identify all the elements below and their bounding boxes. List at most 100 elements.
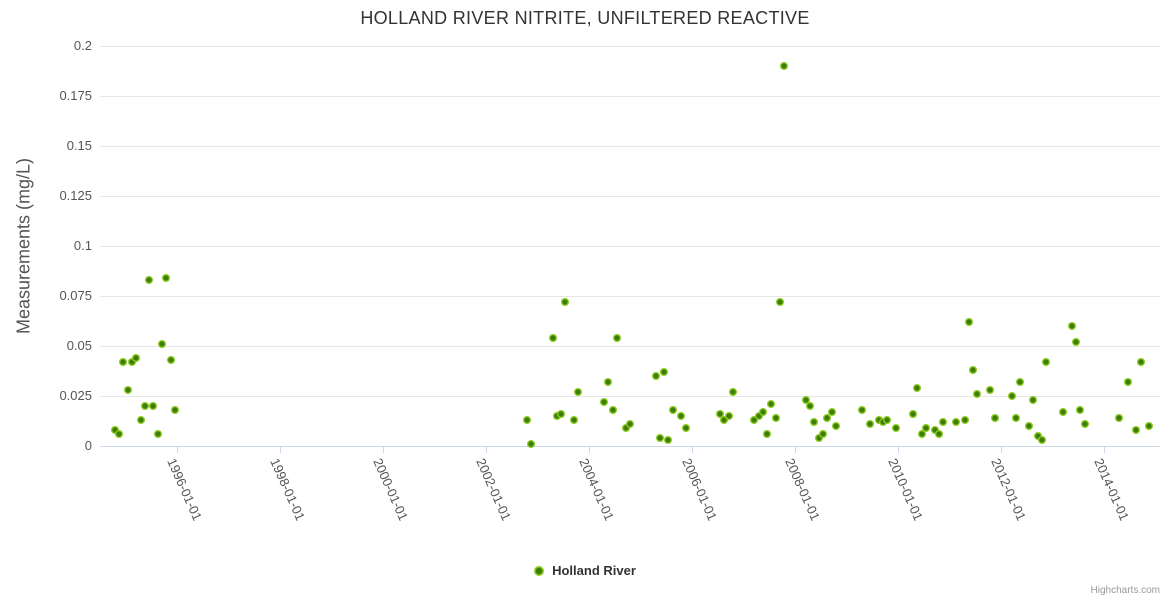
data-point[interactable] xyxy=(1033,432,1042,440)
data-point[interactable] xyxy=(776,298,785,306)
data-point[interactable] xyxy=(621,424,630,432)
data-point[interactable] xyxy=(1136,358,1145,366)
data-point[interactable] xyxy=(1080,420,1089,428)
data-point[interactable] xyxy=(128,358,137,366)
data-point[interactable] xyxy=(758,408,767,416)
data-point[interactable] xyxy=(1145,422,1154,430)
data-point[interactable] xyxy=(806,402,815,410)
data-point[interactable] xyxy=(831,422,840,430)
data-point[interactable] xyxy=(110,426,119,434)
data-point[interactable] xyxy=(913,384,922,392)
data-point[interactable] xyxy=(119,358,128,366)
data-point[interactable] xyxy=(527,440,536,448)
data-point[interactable] xyxy=(939,418,948,426)
data-point[interactable] xyxy=(1067,322,1076,330)
data-point[interactable] xyxy=(561,298,570,306)
data-point[interactable] xyxy=(754,412,763,420)
y-axis-label: 0.1 xyxy=(73,238,92,253)
data-point[interactable] xyxy=(604,378,613,386)
data-point[interactable] xyxy=(750,416,759,424)
data-point[interactable] xyxy=(724,412,733,420)
data-point[interactable] xyxy=(162,274,171,282)
data-point[interactable] xyxy=(879,418,888,426)
data-point[interactable] xyxy=(986,386,995,394)
data-point[interactable] xyxy=(763,430,772,438)
data-point[interactable] xyxy=(810,418,819,426)
data-point[interactable] xyxy=(883,416,892,424)
data-point[interactable] xyxy=(600,398,609,406)
y-axis-label: 0.15 xyxy=(66,138,92,153)
data-point[interactable] xyxy=(973,390,982,398)
data-point[interactable] xyxy=(909,410,918,418)
data-point[interactable] xyxy=(149,402,158,410)
data-point[interactable] xyxy=(1123,378,1132,386)
data-point[interactable] xyxy=(917,430,926,438)
data-point[interactable] xyxy=(557,410,566,418)
data-point[interactable] xyxy=(1024,422,1033,430)
data-point[interactable] xyxy=(574,388,583,396)
data-point[interactable] xyxy=(655,434,664,442)
data-point[interactable] xyxy=(548,334,557,342)
data-point[interactable] xyxy=(827,408,836,416)
data-point[interactable] xyxy=(1029,396,1038,404)
data-point[interactable] xyxy=(158,340,167,348)
data-point[interactable] xyxy=(951,418,960,426)
data-point[interactable] xyxy=(814,434,823,442)
data-point[interactable] xyxy=(115,430,124,438)
data-point[interactable] xyxy=(681,424,690,432)
data-point[interactable] xyxy=(866,420,875,428)
data-point[interactable] xyxy=(140,402,149,410)
data-point[interactable] xyxy=(1115,414,1124,422)
data-point[interactable] xyxy=(1132,426,1141,434)
data-point[interactable] xyxy=(625,420,634,428)
data-point[interactable] xyxy=(153,430,162,438)
data-point[interactable] xyxy=(660,368,669,376)
data-point[interactable] xyxy=(677,412,686,420)
data-point[interactable] xyxy=(136,416,145,424)
data-point[interactable] xyxy=(874,416,883,424)
x-axis-label: 2008-01-01 xyxy=(782,456,824,523)
y-gridline xyxy=(100,246,1160,247)
data-point[interactable] xyxy=(960,416,969,424)
data-point[interactable] xyxy=(1076,406,1085,414)
data-point[interactable] xyxy=(801,396,810,404)
data-point[interactable] xyxy=(934,430,943,438)
data-point[interactable] xyxy=(651,372,660,380)
data-point[interactable] xyxy=(780,62,789,70)
data-point[interactable] xyxy=(930,426,939,434)
data-point[interactable] xyxy=(166,356,175,364)
credits-link[interactable]: Highcharts.com xyxy=(1090,585,1160,596)
data-point[interactable] xyxy=(1007,392,1016,400)
data-point[interactable] xyxy=(1012,414,1021,422)
data-point[interactable] xyxy=(145,276,154,284)
data-point[interactable] xyxy=(728,388,737,396)
data-point[interactable] xyxy=(964,318,973,326)
data-point[interactable] xyxy=(1016,378,1025,386)
data-point[interactable] xyxy=(552,412,561,420)
data-point[interactable] xyxy=(132,354,141,362)
data-point[interactable] xyxy=(123,386,132,394)
data-point[interactable] xyxy=(1072,338,1081,346)
data-point[interactable] xyxy=(771,414,780,422)
data-point[interactable] xyxy=(720,416,729,424)
legend[interactable]: Holland River xyxy=(0,563,1170,578)
data-point[interactable] xyxy=(969,366,978,374)
data-point[interactable] xyxy=(921,424,930,432)
data-point[interactable] xyxy=(823,414,832,422)
data-point[interactable] xyxy=(522,416,531,424)
data-point[interactable] xyxy=(1042,358,1051,366)
data-point[interactable] xyxy=(715,410,724,418)
data-point[interactable] xyxy=(612,334,621,342)
data-point[interactable] xyxy=(570,416,579,424)
data-point[interactable] xyxy=(668,406,677,414)
data-point[interactable] xyxy=(664,436,673,444)
data-point[interactable] xyxy=(818,430,827,438)
data-point[interactable] xyxy=(891,424,900,432)
data-point[interactable] xyxy=(608,406,617,414)
data-point[interactable] xyxy=(170,406,179,414)
data-point[interactable] xyxy=(1037,436,1046,444)
data-point[interactable] xyxy=(1059,408,1068,416)
data-point[interactable] xyxy=(857,406,866,414)
data-point[interactable] xyxy=(990,414,999,422)
data-point[interactable] xyxy=(767,400,776,408)
